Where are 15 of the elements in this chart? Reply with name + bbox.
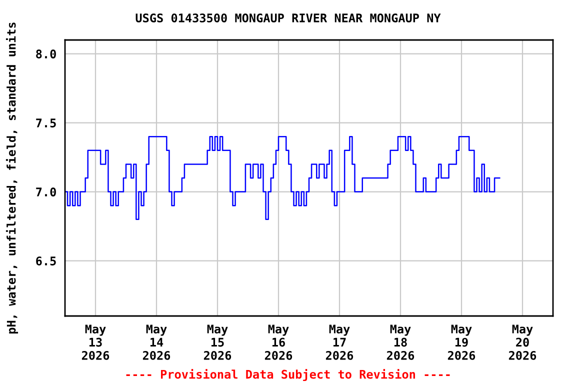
text: ---- Provisional Data Subject to Revision ----	[126, 368, 450, 382]
y-tick-label: 6.5	[36, 256, 56, 266]
y-tick-label: 7.0	[36, 188, 56, 196]
chart-title: USGS 01433500 MONGAUP RIVER NEAR MONGAUP NY	[136, 13, 441, 22]
x-tick-label: May 18 2026	[386, 324, 414, 360]
y-tick-label: 8.0	[36, 50, 56, 58]
x-tick-label: May 14 2026	[142, 324, 170, 360]
x-tick-label: May 16 2026	[264, 324, 292, 360]
y-tick-label: 7.5	[36, 118, 56, 128]
x-tick-label: May 19 2026	[448, 324, 476, 360]
x-tick-label: May 13 2026	[82, 324, 110, 360]
x-tick-label: May 20 2026	[508, 324, 536, 360]
y-axis-title: pH, water, unfiltered, field, standard units	[6, 22, 18, 334]
x-tick-label: May 17 2026	[326, 324, 354, 360]
x-tick-label: May 15 2026	[204, 324, 232, 360]
